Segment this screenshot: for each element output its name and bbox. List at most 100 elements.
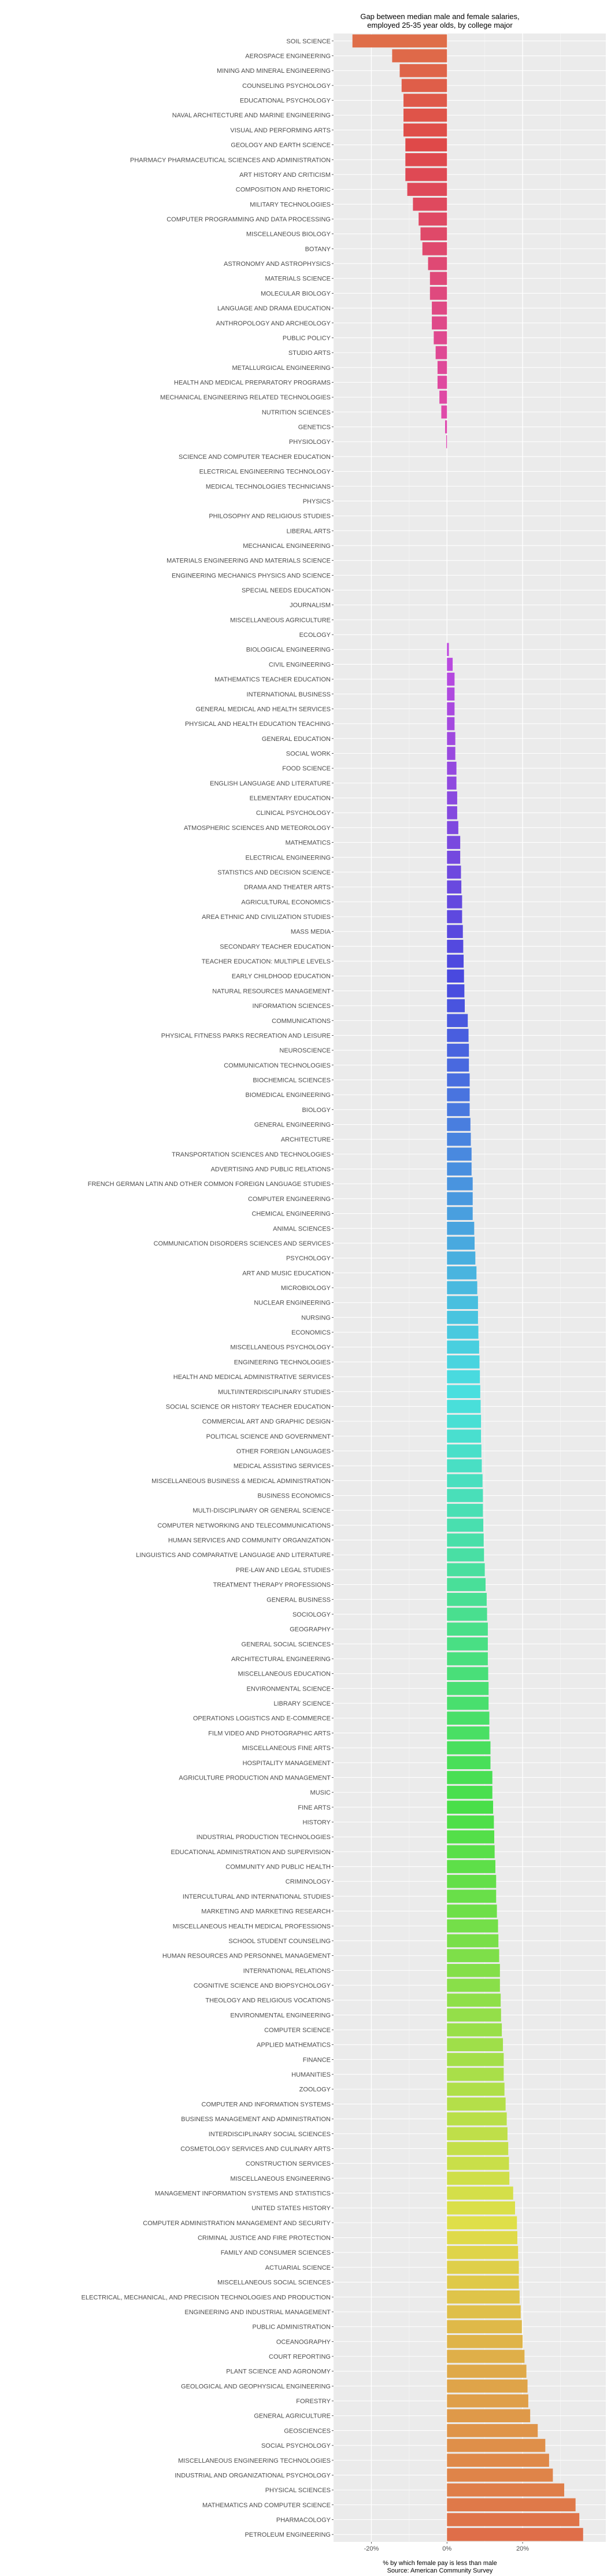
category-label: FILM VIDEO AND PHOTOGRAPHIC ARTS <box>208 1730 331 1737</box>
bar <box>447 2053 504 2066</box>
bar <box>447 836 461 849</box>
bar <box>447 2513 580 2526</box>
category-label: NATURAL RESOURCES MANAGEMENT <box>212 988 331 995</box>
category-label: AREA ETHNIC AND CIVILIZATION STUDIES <box>202 914 331 921</box>
category-label: COMMUNICATION DISORDERS SCIENCES AND SER… <box>154 1240 331 1247</box>
bar <box>447 1043 469 1057</box>
bar <box>447 1919 498 1933</box>
bar <box>447 2171 510 2185</box>
bar <box>447 806 457 820</box>
bar <box>447 1578 486 1591</box>
category-label: COMPUTER NETWORKING AND TELECOMMUNICATIO… <box>157 1522 331 1529</box>
category-label: INTERNATIONAL BUSINESS <box>247 691 331 698</box>
category-label: METALLURGICAL ENGINEERING <box>232 365 331 372</box>
category-label: PHILOSOPHY AND RELIGIOUS STUDIES <box>209 513 331 520</box>
bar <box>447 2038 503 2052</box>
category-label: HISTORY <box>303 1819 331 1826</box>
bar <box>447 1459 482 1473</box>
bar <box>447 776 457 790</box>
bar <box>447 747 456 760</box>
category-label: ASTRONOMY AND ASTROPHYSICS <box>224 261 331 268</box>
category-label: STUDIO ARTS <box>288 350 331 357</box>
bar <box>447 2186 513 2200</box>
bar <box>447 2424 538 2437</box>
category-label: HOSPITALITY MANAGEMENT <box>243 1760 331 1767</box>
bar <box>447 1058 469 1072</box>
bar <box>403 94 447 107</box>
bar <box>447 865 461 879</box>
category-label: ZOOLOGY <box>299 2086 331 2093</box>
category-label: SCHOOL STUDENT COUNSELING <box>228 1938 331 1945</box>
category-label: SCIENCE AND COMPUTER TEACHER EDUCATION <box>179 454 331 461</box>
category-label: COMMUNICATIONS <box>272 1018 331 1025</box>
category-label: NAVAL ARCHITECTURE AND MARINE ENGINEERIN… <box>172 112 331 119</box>
category-label: DRAMA AND THEATER ARTS <box>244 884 331 891</box>
category-labels: SOIL SCIENCE AEROSPACE ENGINEERING MINING … <box>82 38 334 2538</box>
bar <box>447 2320 522 2333</box>
category-label: FAMILY AND CONSUMER SCIENCES <box>221 2249 331 2256</box>
bar <box>437 376 447 389</box>
bar <box>447 1236 475 1250</box>
bar <box>447 2260 519 2274</box>
bar <box>413 198 447 211</box>
bar <box>447 2245 519 2259</box>
bar <box>419 212 447 226</box>
x-tick-label: 0% <box>442 2545 451 2552</box>
bar <box>447 1429 482 1443</box>
bar <box>447 1073 470 1087</box>
category-label: ARCHITECTURAL ENGINEERING <box>231 1656 331 1663</box>
bar <box>447 1741 491 1755</box>
category-label: MEDICAL ASSISTING SERVICES <box>234 1463 331 1470</box>
bar <box>447 1756 491 1770</box>
category-label: COMPUTER SCIENCE <box>264 2027 331 2034</box>
chart-title-line-1: Gap between median male and female salar… <box>360 12 519 21</box>
category-label: NURSING <box>301 1314 331 1321</box>
bar <box>432 301 447 315</box>
category-label: SOIL SCIENCE <box>286 38 331 45</box>
category-label: ECOLOGY <box>299 632 331 639</box>
category-label: ART AND MUSIC EDUCATION <box>242 1270 331 1277</box>
category-label: PHYSICAL FITNESS PARKS RECREATION AND LE… <box>161 1032 331 1039</box>
category-label: TREATMENT THERAPY PROFESSIONS <box>213 1582 331 1589</box>
category-label: COSMETOLOGY SERVICES AND CULINARY ARTS <box>180 2145 331 2152</box>
category-label: COMPOSITION AND RHETORIC <box>236 187 331 194</box>
category-label: HEALTH AND MEDICAL PREPARATORY PROGRAMS <box>174 379 331 386</box>
bar <box>447 1667 488 1680</box>
category-label: NUCLEAR ENGINEERING <box>254 1300 331 1307</box>
bar <box>447 1162 472 1176</box>
category-label: MISCELLANEOUS SOCIAL SCIENCES <box>217 2280 331 2286</box>
category-label: BOTANY <box>305 246 331 253</box>
bar <box>447 1088 470 1102</box>
category-label: NUTRITION SCIENCES <box>262 409 331 416</box>
bar <box>447 2527 583 2541</box>
category-label: INDUSTRIAL PRODUCTION TECHNOLOGIES <box>197 1834 331 1841</box>
category-label: SOCIAL WORK <box>286 751 331 758</box>
x-tick-label: -20% <box>364 2545 379 2552</box>
bar <box>447 1370 480 1384</box>
bar <box>447 2201 515 2215</box>
bar <box>447 1444 482 1458</box>
bar <box>447 717 455 731</box>
category-label: MICROBIOLOGY <box>281 1285 331 1292</box>
bar <box>447 2468 553 2482</box>
category-label: LIBRARY SCIENCE <box>273 1700 331 1707</box>
category-label: PHARMACY PHARMACEUTICAL SCIENCES AND ADM… <box>130 157 331 164</box>
bar <box>447 1518 484 1532</box>
bar <box>447 2379 528 2393</box>
bar <box>403 108 447 122</box>
bar <box>447 1221 475 1235</box>
category-label: STATISTICS AND DECISION SCIENCE <box>217 869 331 876</box>
bar <box>447 1726 490 1740</box>
bar <box>447 2082 505 2096</box>
category-label: MECHANICAL ENGINEERING RELATED TECHNOLOG… <box>160 394 331 401</box>
bar <box>447 2097 506 2111</box>
category-label: ENVIRONMENTAL ENGINEERING <box>230 2012 331 2019</box>
category-label: COMPUTER ENGINEERING <box>248 1196 331 1203</box>
bar <box>447 1192 473 1206</box>
category-label: ENGINEERING AND INDUSTRIAL MANAGEMENT <box>184 2309 331 2316</box>
bar <box>429 272 447 286</box>
bar <box>447 1845 495 1859</box>
bar <box>429 287 447 300</box>
bar <box>447 1266 477 1280</box>
